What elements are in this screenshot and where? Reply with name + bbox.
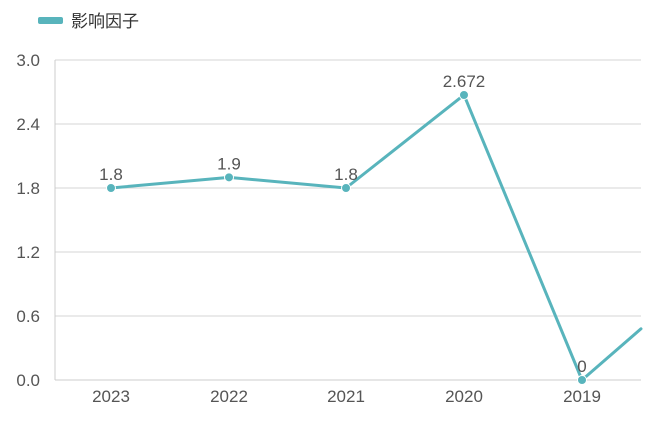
legend-label: 影响因子	[71, 12, 139, 32]
data-point[interactable]	[577, 375, 587, 385]
data-label: 0	[577, 357, 586, 376]
y-tick-label: 1.2	[16, 243, 40, 262]
series-line	[109, 93, 643, 382]
series-impact-factor	[109, 93, 643, 382]
data-labels: 1.8 1.9 1.8 2.672 0	[99, 72, 587, 376]
x-tick-label: 2021	[327, 387, 365, 406]
x-tick-label: 2023	[92, 387, 130, 406]
data-point[interactable]	[341, 183, 351, 193]
y-axis-ticks: 0.0 0.6 1.2 1.8 2.4 3.0	[16, 51, 40, 390]
y-tick-label: 2.4	[16, 115, 40, 134]
y-tick-label: 1.8	[16, 179, 40, 198]
data-label: 1.9	[217, 154, 241, 173]
data-point[interactable]	[106, 183, 116, 193]
data-label: 2.672	[443, 72, 486, 91]
y-tick-label: 3.0	[16, 51, 40, 70]
legend-swatch	[38, 17, 63, 24]
x-tick-label: 2019	[563, 387, 601, 406]
x-axis: 2023 2022 2021 2020 2019	[54, 60, 641, 406]
y-tick-label: 0.6	[16, 307, 40, 326]
x-tick-label: 2022	[210, 387, 248, 406]
data-point[interactable]	[224, 172, 234, 183]
data-label: 1.8	[334, 165, 358, 184]
x-tick-label: 2020	[445, 387, 483, 406]
legend[interactable]: 影响因子	[38, 12, 139, 32]
y-tick-label: 0.0	[16, 371, 40, 390]
data-points	[106, 89, 587, 385]
data-point[interactable]	[459, 89, 469, 100]
data-label: 1.8	[99, 165, 123, 184]
